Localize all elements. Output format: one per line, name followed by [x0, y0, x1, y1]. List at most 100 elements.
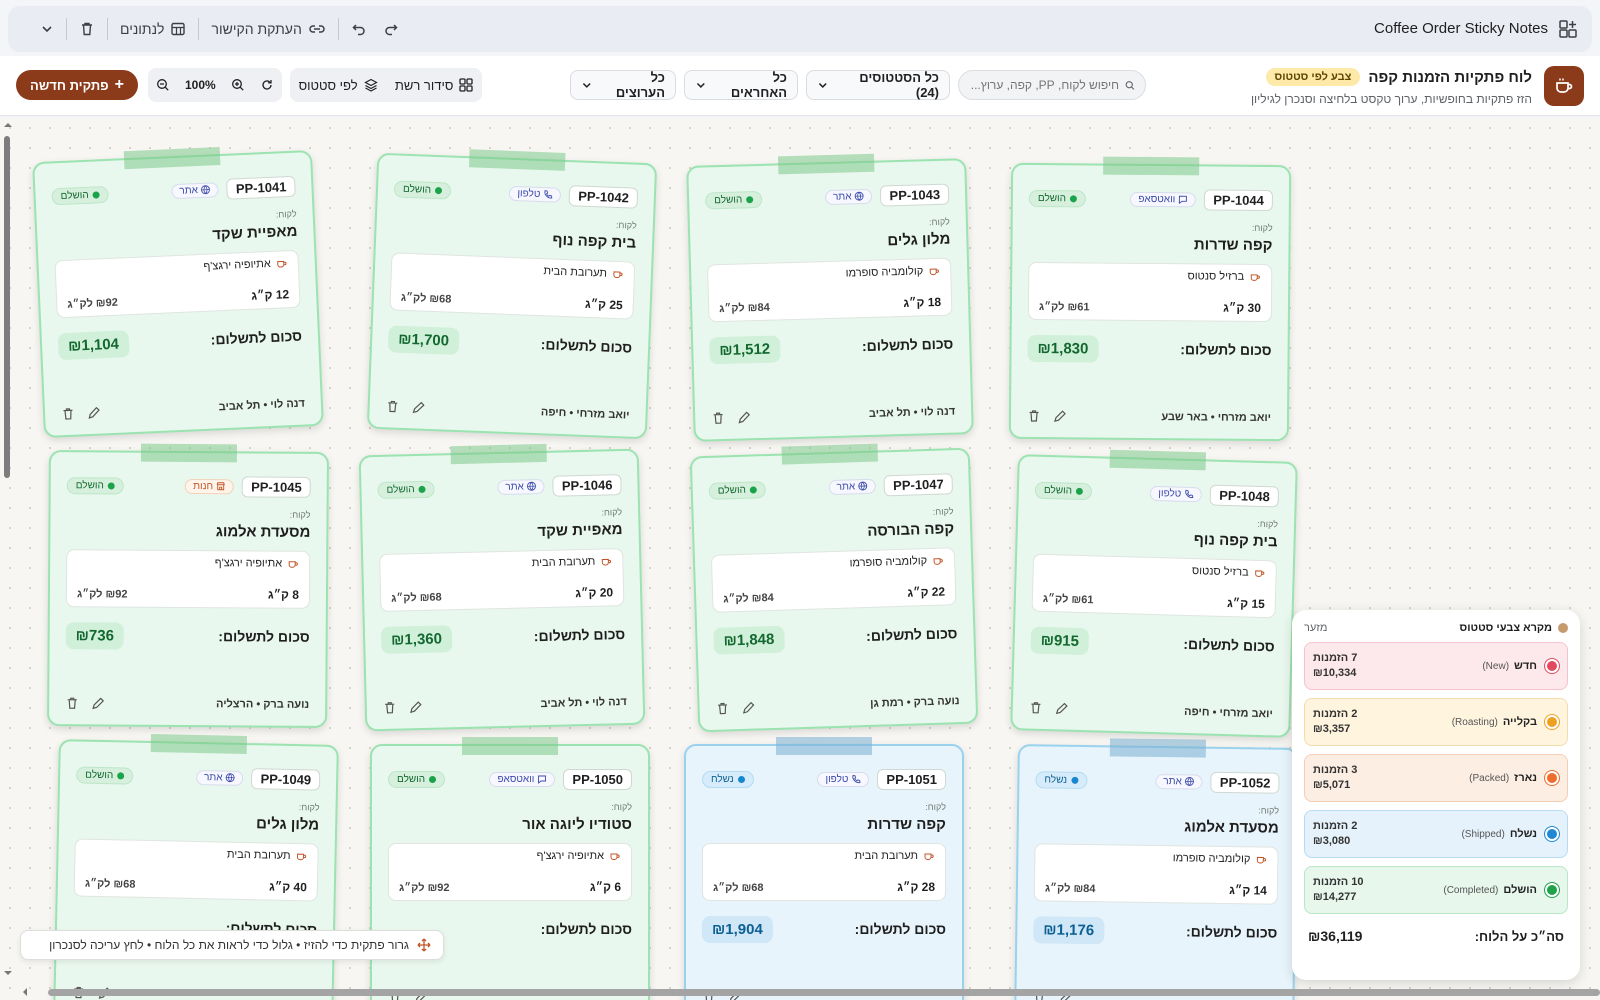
edit-icon[interactable]: [411, 400, 426, 415]
status-badge[interactable]: נשלח: [1035, 770, 1088, 789]
order-id[interactable]: PP-1042: [568, 184, 639, 209]
customer-name[interactable]: קפה שדרות: [867, 816, 946, 833]
status-filter-select[interactable]: כל הסטטוסים (24): [806, 70, 950, 100]
status-badge[interactable]: נשלח: [702, 770, 754, 788]
customer-name[interactable]: בית קפה נוף: [1193, 531, 1278, 551]
order-id[interactable]: PP-1049: [251, 767, 321, 791]
status-badge[interactable]: הושלם: [1034, 481, 1093, 500]
order-id[interactable]: PP-1045: [242, 475, 311, 498]
order-note[interactable]: PP-1046 אתר הושלם לקוח: מאפיית שקד תערובת הבי…: [358, 443, 646, 732]
scroll-up-icon[interactable]: [2, 120, 14, 130]
edit-icon[interactable]: [1053, 409, 1067, 423]
new-note-button[interactable]: + פתקית חדשה: [16, 70, 138, 100]
color-mode-badge[interactable]: צבע לפי סטטוס: [1265, 68, 1361, 86]
order-item[interactable]: תערובת הבית 20 ק״ג ₪68 לק״ג: [379, 548, 625, 612]
horizontal-scrollbar[interactable]: [16, 986, 1600, 998]
scroll-left-icon[interactable]: [20, 986, 30, 998]
order-item[interactable]: ברזיל סנטוס 30 ק״ג ₪61 לק״ג: [1027, 261, 1273, 323]
grid-layout-button[interactable]: סידור רשת: [395, 78, 474, 93]
to-data-button[interactable]: לנתונים: [112, 14, 194, 44]
search-box[interactable]: [958, 70, 1146, 100]
customer-name[interactable]: מלון גלים: [255, 815, 320, 834]
apps-icon[interactable]: [1558, 19, 1578, 39]
edit-icon[interactable]: [91, 696, 105, 710]
trash-icon[interactable]: [61, 407, 76, 422]
status-badge[interactable]: הושלם: [393, 179, 452, 200]
undo-button[interactable]: [343, 14, 375, 44]
customer-name[interactable]: קפה שדרות: [1193, 236, 1273, 255]
edit-icon[interactable]: [741, 701, 755, 715]
order-id[interactable]: PP-1051: [877, 768, 946, 790]
order-note[interactable]: PP-1052 אתר נשלח לקוח: מסעדת אלמוג קולומביה ס…: [1014, 738, 1298, 1000]
status-badge[interactable]: הושלם: [1028, 189, 1087, 207]
sticky-board[interactable]: PP-1041 אתר הושלם לקוח: מאפיית שקד אתיופיה יר…: [0, 118, 1600, 1000]
order-id[interactable]: PP-1048: [1209, 484, 1280, 507]
edit-icon[interactable]: [1055, 701, 1069, 715]
channel-filter-select[interactable]: כל הערוצים: [570, 70, 676, 100]
horizontal-scroll-thumb[interactable]: [48, 989, 1600, 996]
status-badge[interactable]: הושלם: [708, 480, 767, 500]
rep-filter-select[interactable]: כל האחראים: [684, 70, 798, 100]
order-item[interactable]: ברזיל סנטוס 15 ק״ג ₪61 לק״ג: [1031, 553, 1278, 619]
chevron-down-button[interactable]: [32, 14, 62, 44]
trash-icon[interactable]: [711, 411, 725, 425]
order-id[interactable]: PP-1047: [883, 472, 954, 496]
status-badge[interactable]: הושלם: [66, 476, 124, 495]
customer-name[interactable]: מסעדת אלמוג: [1184, 818, 1279, 837]
order-note[interactable]: PP-1044 וואטסאפ הושלם לקוח: קפה שדרות ברזיל ס…: [1008, 156, 1292, 442]
order-note[interactable]: PP-1045 חנות הושלם לקוח: מסעדת אלמוג אתיופיה …: [47, 443, 329, 728]
customer-name[interactable]: קפה הבורסה: [867, 520, 955, 540]
order-id[interactable]: PP-1043: [880, 183, 950, 207]
order-item[interactable]: תערובת הבית 40 ק״ג ₪68 לק״ג: [73, 838, 319, 902]
trash-icon[interactable]: [65, 696, 79, 710]
order-id[interactable]: PP-1044: [1204, 188, 1273, 211]
scroll-down-icon[interactable]: [2, 968, 14, 978]
edit-icon[interactable]: [409, 700, 423, 714]
copy-link-button[interactable]: העתקת הקישור: [203, 14, 333, 44]
delete-button[interactable]: [71, 14, 103, 44]
order-item[interactable]: אתיופיה ירגצ'ף 6 ק״ג ₪92 לק״ג: [388, 843, 632, 901]
trash-icon[interactable]: [715, 701, 729, 715]
order-item[interactable]: אתיופיה ירגצ'ף 8 ק״ג ₪92 לק״ג: [65, 549, 311, 609]
edit-icon[interactable]: [87, 405, 102, 420]
status-badge[interactable]: הושלם: [51, 185, 110, 205]
customer-name[interactable]: מלון גלים: [887, 230, 951, 250]
order-item[interactable]: קולומביה סופרמו 18 ק״ג ₪84 לק״ג: [706, 257, 953, 323]
order-item[interactable]: תערובת הבית 25 ק״ג ₪68 לק״ג: [389, 252, 636, 320]
trash-icon[interactable]: [385, 399, 400, 414]
legend-row[interactable]: חדש (New) 7 הזמנות ₪10,334: [1304, 642, 1568, 690]
customer-name[interactable]: סטודיו ליוגה אור: [522, 816, 632, 833]
order-note[interactable]: PP-1041 אתר הושלם לקוח: מאפיית שקד אתיופיה יר…: [32, 147, 324, 438]
status-badge[interactable]: הושלם: [388, 770, 446, 788]
vertical-scrollbar[interactable]: [2, 118, 14, 982]
edit-icon[interactable]: [737, 410, 751, 424]
zoom-out-icon[interactable]: [156, 78, 170, 92]
customer-name[interactable]: מאפיית שקד: [537, 521, 623, 541]
trash-icon[interactable]: [1027, 409, 1041, 423]
order-item[interactable]: קולומביה סופרמו 14 ק״ג ₪84 לק״ג: [1033, 843, 1279, 905]
order-note[interactable]: PP-1043 אתר הושלם לקוח: מלון גלים קולומביה סו…: [686, 153, 974, 442]
order-note[interactable]: PP-1051 טלפון נשלח לקוח: קפה שדרות תערובת הבי…: [684, 737, 964, 1000]
legend-row[interactable]: בקלייה (Roasting) 2 הזמנות ₪3,357: [1304, 698, 1568, 746]
order-note[interactable]: PP-1042 טלפון הושלם לקוח: בית קפה נוף תערובת …: [366, 149, 658, 440]
by-status-button[interactable]: לפי סטטוס: [299, 78, 378, 93]
customer-name[interactable]: מסעדת אלמוג: [215, 523, 311, 541]
order-id[interactable]: PP-1041: [226, 175, 296, 200]
legend-row[interactable]: נארז (Packed) 3 הזמנות ₪5,071: [1304, 754, 1568, 802]
trash-icon[interactable]: [1029, 701, 1043, 715]
status-badge[interactable]: הושלם: [377, 480, 435, 499]
search-input[interactable]: [969, 78, 1119, 92]
order-note[interactable]: PP-1050 וואטסאפ הושלם לקוח: סטודיו ליוגה אור…: [370, 737, 650, 1000]
order-item[interactable]: תערובת הבית 28 ק״ג ₪68 לק״ג: [702, 843, 946, 901]
order-id[interactable]: PP-1052: [1210, 771, 1280, 794]
order-id[interactable]: PP-1050: [563, 768, 632, 790]
reset-icon[interactable]: [260, 78, 274, 92]
zoom-in-icon[interactable]: [231, 78, 245, 92]
legend-row[interactable]: הושלם (Completed) 10 הזמנות ₪14,277: [1304, 866, 1568, 914]
order-item[interactable]: אתיופיה ירגצ'ף 12 ק״ג ₪92 לק״ג: [54, 249, 301, 319]
legend-minimize-button[interactable]: מזער: [1304, 622, 1328, 634]
order-item[interactable]: קולומביה סופרמו 22 ק״ג ₪84 לק״ג: [710, 547, 957, 613]
redo-button[interactable]: [375, 14, 407, 44]
order-note[interactable]: PP-1049 אתר הושלם לקוח: מלון גלים תערובת הבית…: [53, 734, 339, 1000]
order-note[interactable]: PP-1047 אתר הושלם לקוח: קפה הבורסה קולומביה ס…: [689, 443, 979, 733]
